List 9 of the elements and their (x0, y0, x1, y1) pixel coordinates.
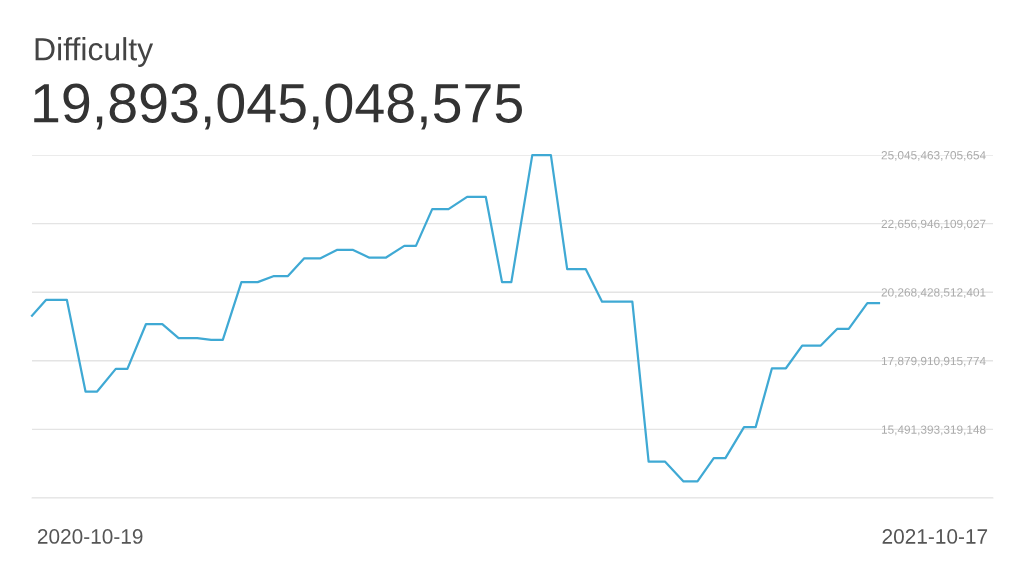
chart-subtitle: 19,893,045,048,575 (34, 83, 522, 130)
y-tick-label: 15,491,393,319,148 (881, 425, 986, 436)
x-tick-label: 2020-10-19 (37, 529, 143, 544)
chart-title: Difficulty (35, 37, 154, 67)
y-tick-label: 20,268,428,512,401 (881, 288, 986, 298)
y-tick-label: 22,656,946,109,027 (881, 219, 986, 230)
y-tick-label: 17,879,910,915,774 (881, 356, 986, 367)
x-tick-label: 2021-10-17 (882, 529, 988, 544)
y-tick-label: 25,045,463,705,654 (881, 151, 986, 161)
